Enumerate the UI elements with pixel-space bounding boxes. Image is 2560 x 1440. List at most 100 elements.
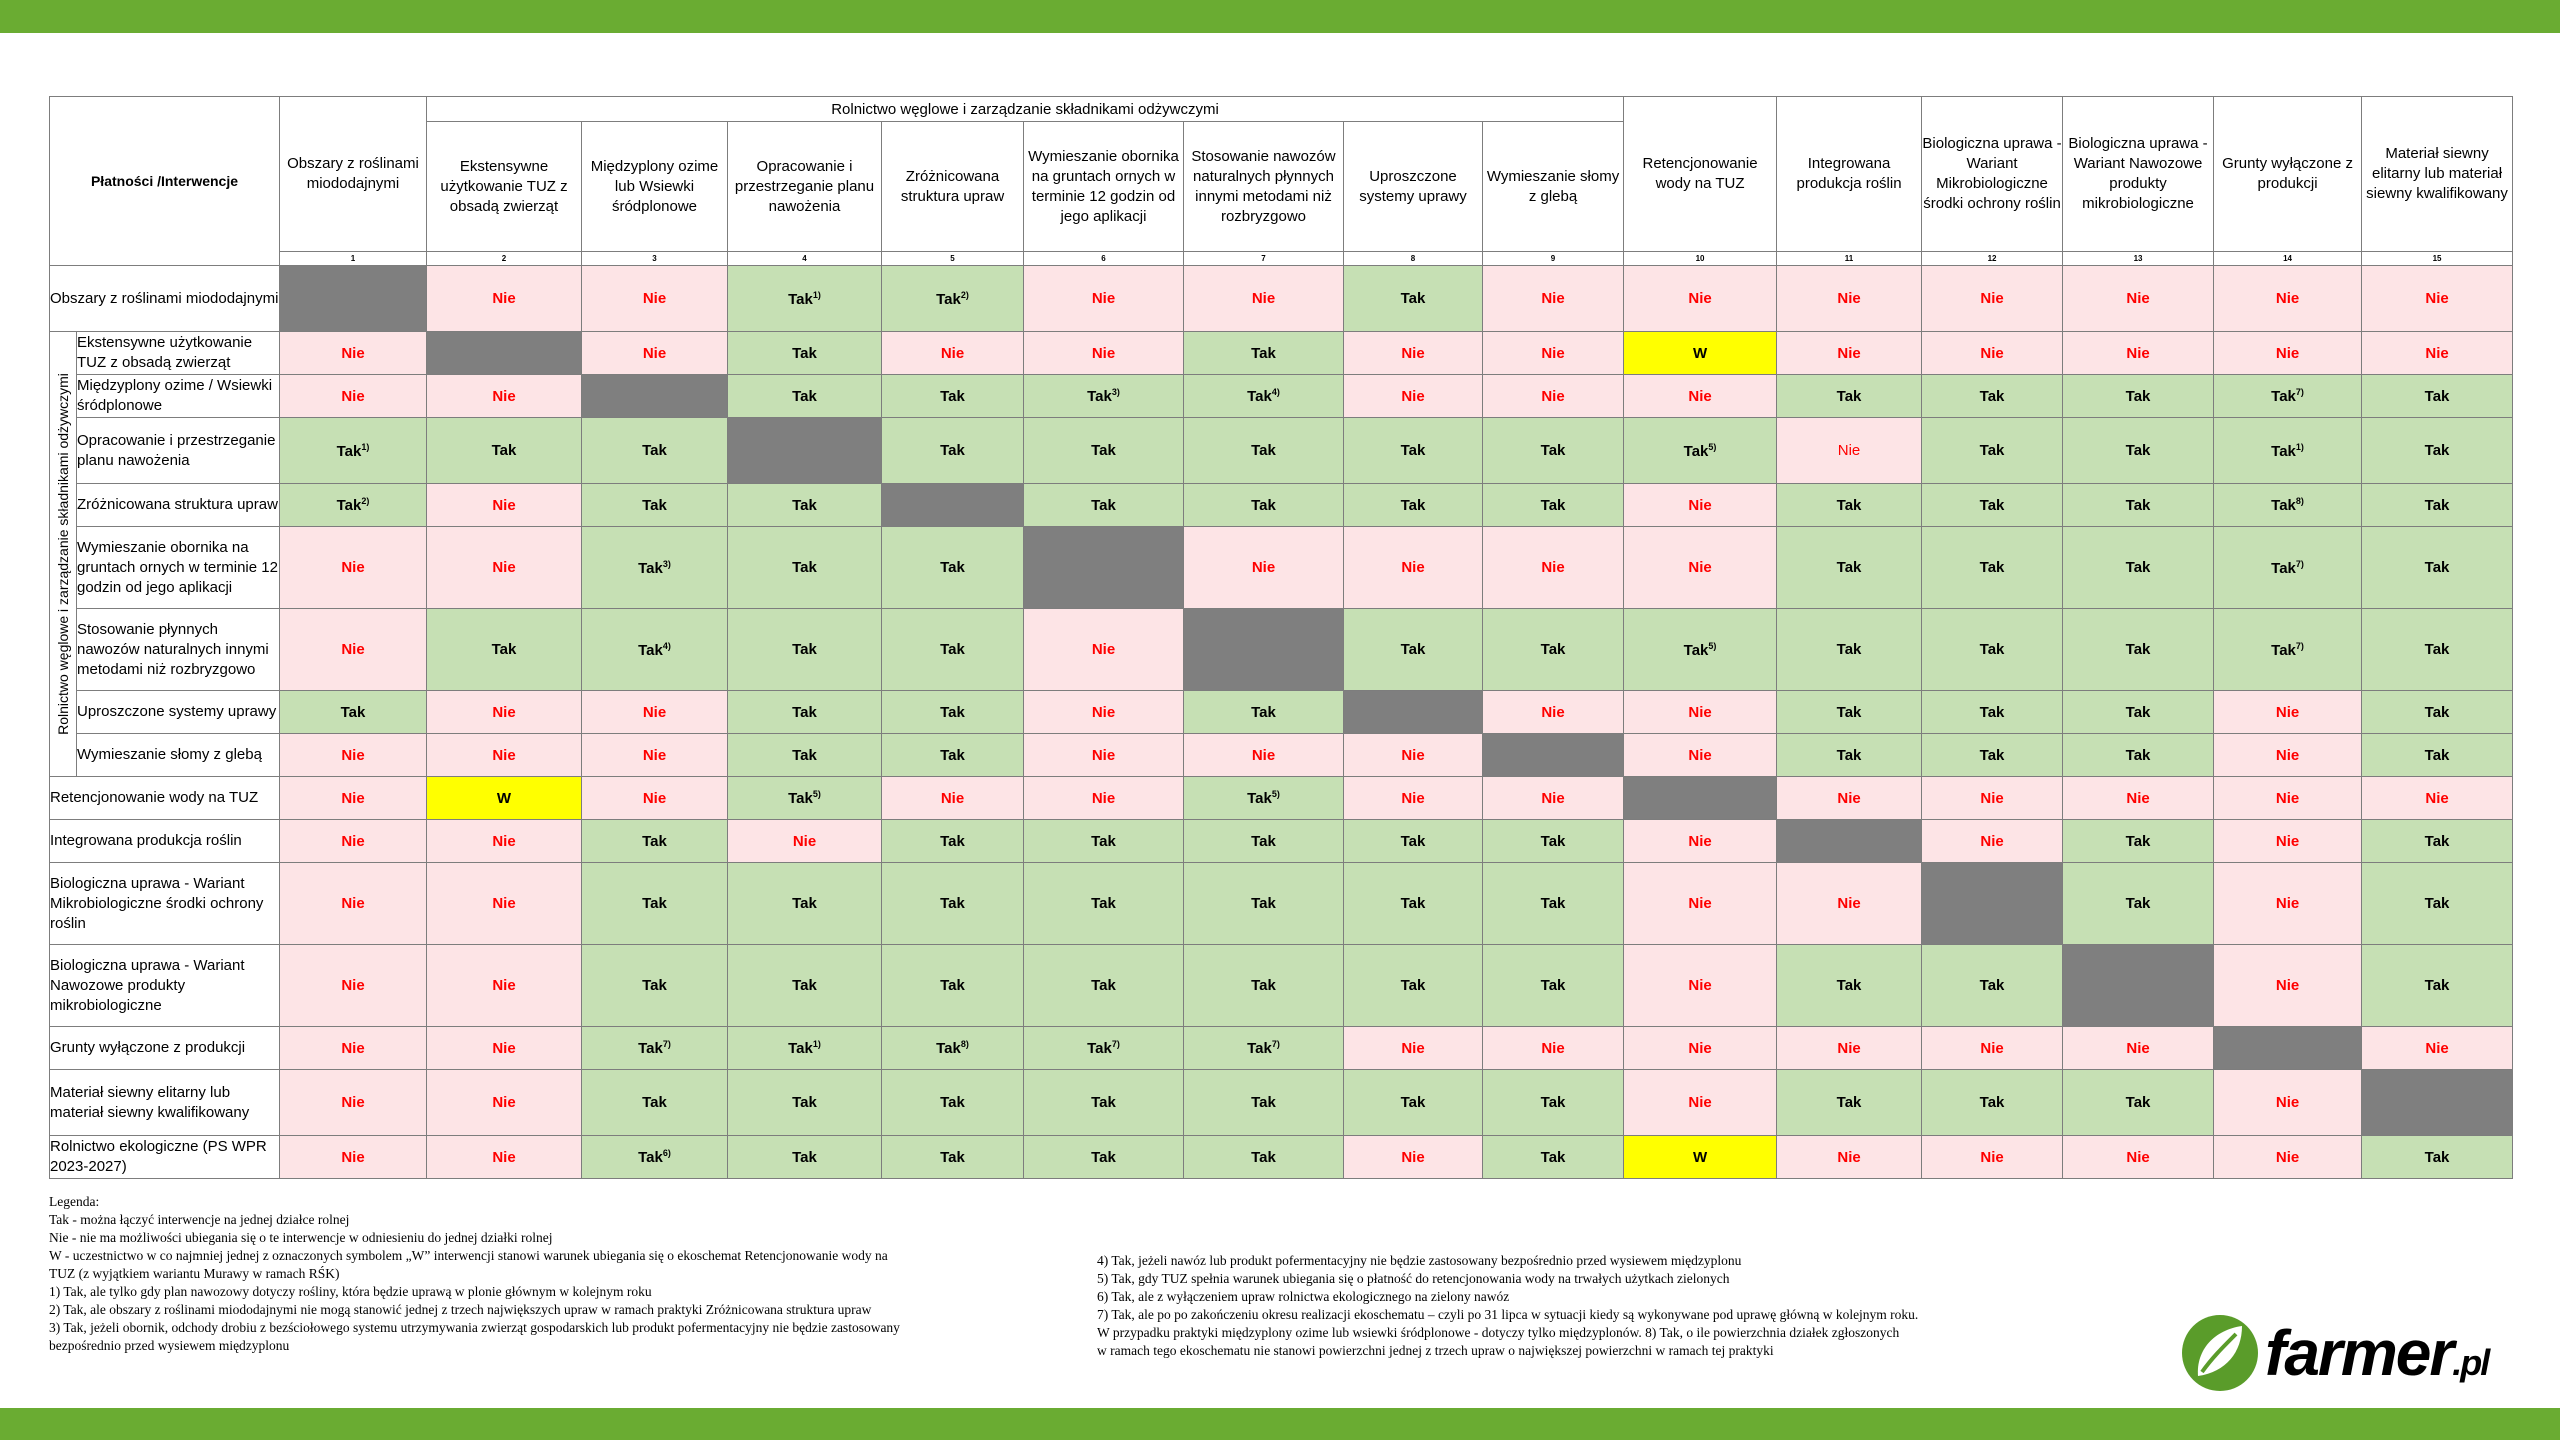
diagonal-cell — [426, 331, 582, 375]
matrix-cell: Tak4) — [581, 608, 728, 691]
row-label: Zróżnicowana struktura upraw — [76, 483, 280, 527]
matrix-cell: Tak — [2062, 862, 2215, 945]
matrix-cell: Nie — [1343, 733, 1483, 777]
matrix-cell: Nie — [1623, 819, 1778, 863]
col-header: Integrowana produkcja roślin — [1776, 96, 1923, 252]
matrix-cell: Nie — [279, 608, 427, 691]
matrix-cell: Nie — [279, 819, 427, 863]
footnote-ref: 7) — [1111, 1039, 1120, 1049]
matrix-cell: Tak — [2361, 483, 2514, 527]
col-header: Wymieszanie słomy z glebą — [1481, 121, 1625, 252]
col-header: Ekstensywne użytkowanie TUZ z obsadą zwi… — [426, 121, 582, 252]
matrix-cell: Nie — [581, 265, 728, 332]
matrix-cell: Tak — [2062, 819, 2215, 863]
matrix-cell: Tak — [1183, 331, 1344, 375]
matrix-cell: Tak — [2361, 944, 2514, 1027]
footnote-ref: 2) — [361, 496, 370, 506]
matrix-cell: Tak — [1921, 944, 2064, 1027]
col-number: 4 — [727, 251, 882, 266]
row-label: Wymieszanie słomy z glebą — [76, 733, 280, 777]
table-row: Wymieszanie słomy z glebą Nie Nie Nie Tak Tak… — [50, 733, 2514, 777]
matrix-cell: Nie — [1921, 265, 2064, 332]
matrix-cell: Nie — [2213, 819, 2363, 863]
col-number: 2 — [426, 251, 582, 266]
legend-line: 4) Tak, jeżeli nawóz lub produkt poferme… — [1097, 1253, 1742, 1268]
matrix-cell: Tak — [1183, 417, 1344, 484]
matrix-cell: Tak — [1183, 483, 1344, 527]
matrix-cell: Tak — [727, 1069, 882, 1136]
matrix-cell: Nie — [1481, 331, 1625, 375]
matrix-cell: Nie — [1481, 265, 1625, 332]
matrix-cell: Tak — [1183, 944, 1344, 1027]
matrix-cell: Tak — [2361, 819, 2514, 863]
group-header: Rolnictwo węglowe i zarządzanie składnik… — [425, 96, 1625, 122]
matrix-cell: W — [1623, 331, 1778, 375]
matrix-cell: Tak — [581, 1069, 728, 1136]
matrix-cell: Nie — [1623, 526, 1778, 609]
footnote-ref: 4) — [1271, 387, 1280, 397]
footnote-ref: 2) — [960, 289, 969, 300]
matrix-cell: Tak — [2361, 1135, 2514, 1179]
matrix-cell: Tak — [1023, 1069, 1184, 1136]
matrix-cell: Tak — [881, 862, 1024, 945]
matrix-cell: Nie — [1921, 819, 2064, 863]
col-number: 13 — [2062, 251, 2215, 266]
matrix-cell: W — [1623, 1135, 1778, 1179]
matrix-cell: Tak — [727, 944, 882, 1027]
matrix-cell: Nie — [2361, 265, 2514, 332]
col-header: Opracowanie i przestrzeganie planu nawoż… — [727, 121, 882, 252]
footnote-ref: 4) — [662, 640, 671, 651]
matrix-cell: Tak — [727, 862, 882, 945]
matrix-cell: Nie — [1023, 608, 1184, 691]
col-number: 11 — [1776, 251, 1923, 266]
matrix-cell: Tak — [1481, 862, 1625, 945]
matrix-cell: Nie — [279, 374, 427, 418]
logo-wordmark: farmer.pl — [2265, 1316, 2490, 1390]
matrix-cell: Nie — [881, 776, 1024, 820]
matrix-cell: Nie — [1921, 331, 2064, 375]
matrix-cell: Nie — [1023, 331, 1184, 375]
legend-line: 1) Tak, ale tylko gdy plan nawozowy doty… — [49, 1284, 652, 1299]
matrix-cell: Nie — [1623, 483, 1778, 527]
matrix-cell: Nie — [426, 1069, 582, 1136]
matrix-cell: Nie — [1343, 526, 1483, 609]
footnote-ref: 3) — [1111, 387, 1120, 397]
table-row: Zróżnicowana struktura upraw Tak2) Nie Tak T… — [50, 483, 2514, 527]
footnote-ref: 7) — [1271, 1039, 1280, 1049]
row-label: Wymieszanie obornika na gruntach ornych … — [76, 526, 280, 609]
footnote-ref: 5) — [1708, 640, 1717, 651]
matrix-cell: Nie — [279, 1069, 427, 1136]
matrix-cell: Tak1) — [2213, 417, 2363, 484]
matrix-cell: Nie — [426, 690, 582, 734]
matrix-cell: Tak — [1481, 483, 1625, 527]
table-row: Opracowanie i przestrzeganie planu nawoż… — [50, 417, 2514, 484]
col-header: Stosowanie nawozów naturalnych płynnych … — [1183, 121, 1344, 252]
matrix-cell: Tak — [2361, 733, 2514, 777]
matrix-cell: Nie — [1183, 265, 1344, 332]
diagonal-cell — [881, 483, 1024, 527]
matrix-cell: Tak — [1343, 1069, 1483, 1136]
row-label: Biologiczna uprawa - Wariant Nawozowe pr… — [49, 944, 280, 1027]
table-row: Uproszczone systemy uprawy Tak Nie Nie Tak Ta… — [50, 690, 2514, 734]
matrix-cell: Tak — [2361, 862, 2514, 945]
col-number: 9 — [1481, 251, 1625, 266]
matrix-cell: Tak — [1776, 690, 1923, 734]
col-number: 10 — [1623, 251, 1778, 266]
table-row: Rolnictwo węglowe i zarządzanie składnik… — [49, 331, 2514, 777]
matrix-cell: Tak — [881, 608, 1024, 691]
matrix-cell: Tak5) — [727, 776, 882, 820]
table-row: Biologiczna uprawa - Wariant Mikrobiolog… — [49, 862, 2514, 945]
legend-line: Nie - nie ma możliwości ubiegania się o … — [49, 1230, 553, 1245]
footnote-ref: 7) — [2295, 558, 2304, 569]
matrix-cell: Tak — [1343, 483, 1483, 527]
matrix-cell: Nie — [1343, 1026, 1483, 1070]
footnote-ref: 1) — [2295, 441, 2304, 452]
footnote-ref: 1) — [361, 441, 370, 452]
matrix-cell: Nie — [1623, 1026, 1778, 1070]
col-header: Międzyplony ozime lub Wsiewki śródplonow… — [581, 121, 728, 252]
matrix-cell: Tak — [1921, 733, 2064, 777]
matrix-cell: Nie — [2062, 331, 2215, 375]
matrix-cell: Tak — [727, 526, 882, 609]
matrix-cell: Nie — [1023, 733, 1184, 777]
matrix-cell: Nie — [1776, 417, 1923, 484]
